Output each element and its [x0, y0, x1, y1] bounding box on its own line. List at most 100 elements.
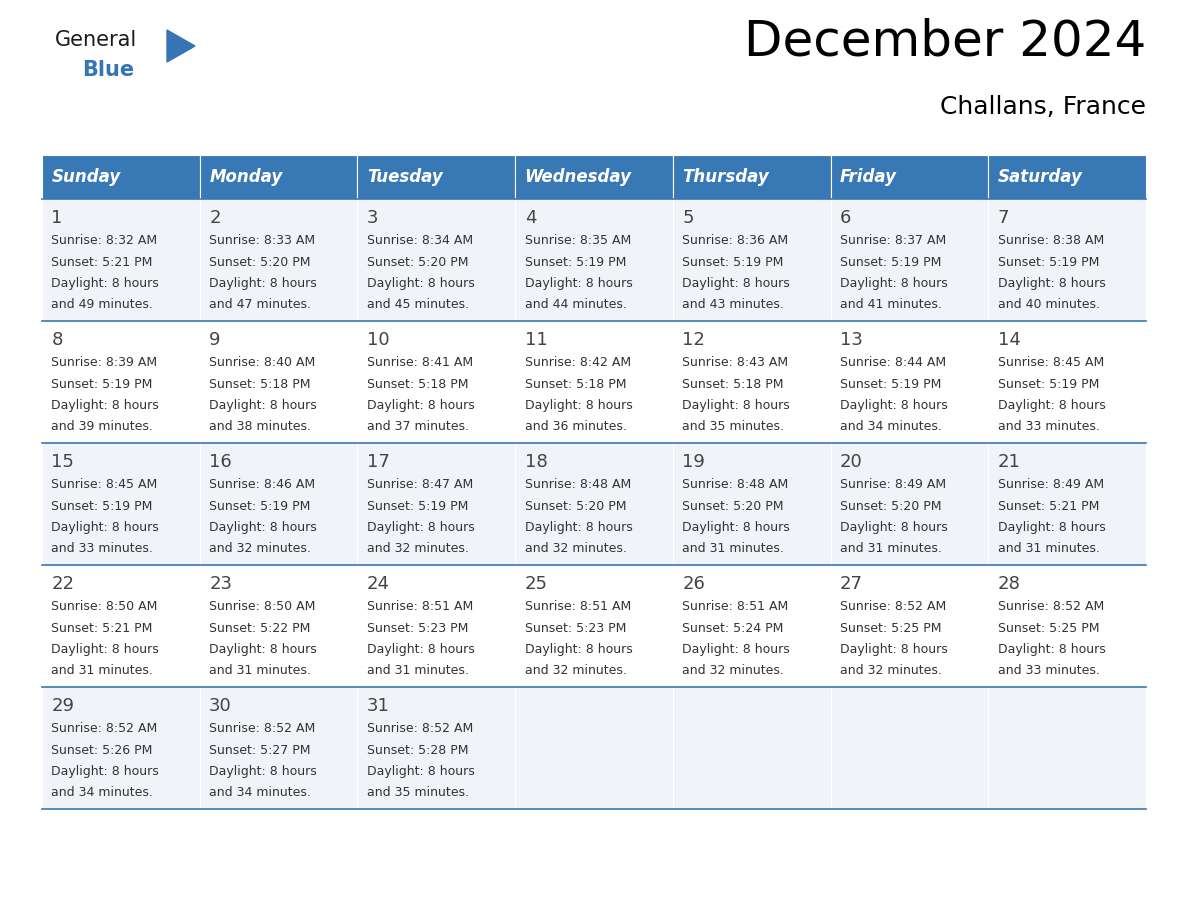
Text: Daylight: 8 hours: Daylight: 8 hours: [998, 399, 1106, 412]
Text: 1: 1: [51, 209, 63, 227]
Text: Daylight: 8 hours: Daylight: 8 hours: [525, 521, 632, 534]
Text: Sunrise: 8:36 AM: Sunrise: 8:36 AM: [682, 234, 789, 248]
Text: Sunset: 5:22 PM: Sunset: 5:22 PM: [209, 622, 310, 635]
Bar: [672, 155, 830, 199]
Text: and 33 minutes.: and 33 minutes.: [998, 665, 1100, 677]
Text: Sunrise: 8:52 AM: Sunrise: 8:52 AM: [367, 722, 473, 735]
Text: 30: 30: [209, 697, 232, 715]
Text: Sunrise: 8:45 AM: Sunrise: 8:45 AM: [51, 478, 158, 491]
Bar: [358, 155, 516, 199]
Text: Sunrise: 8:46 AM: Sunrise: 8:46 AM: [209, 478, 315, 491]
Text: and 34 minutes.: and 34 minutes.: [51, 787, 153, 800]
Text: Daylight: 8 hours: Daylight: 8 hours: [682, 277, 790, 290]
Text: Sunrise: 8:39 AM: Sunrise: 8:39 AM: [51, 356, 158, 370]
Text: and 37 minutes.: and 37 minutes.: [367, 420, 469, 433]
Text: and 39 minutes.: and 39 minutes.: [51, 420, 153, 433]
Text: Sunset: 5:18 PM: Sunset: 5:18 PM: [682, 378, 784, 391]
Text: Sunset: 5:18 PM: Sunset: 5:18 PM: [367, 378, 468, 391]
Text: 23: 23: [209, 575, 232, 593]
Text: Sunrise: 8:52 AM: Sunrise: 8:52 AM: [998, 600, 1104, 613]
Text: and 44 minutes.: and 44 minutes.: [525, 298, 626, 311]
Bar: [42, 565, 1146, 687]
Text: Sunrise: 8:33 AM: Sunrise: 8:33 AM: [209, 234, 315, 248]
Text: Sunset: 5:20 PM: Sunset: 5:20 PM: [840, 500, 942, 513]
Text: 18: 18: [525, 453, 548, 471]
Text: and 31 minutes.: and 31 minutes.: [840, 543, 942, 555]
Text: Daylight: 8 hours: Daylight: 8 hours: [840, 521, 948, 534]
Text: Sunset: 5:19 PM: Sunset: 5:19 PM: [525, 256, 626, 269]
Text: Daylight: 8 hours: Daylight: 8 hours: [367, 399, 475, 412]
Text: Sunset: 5:19 PM: Sunset: 5:19 PM: [998, 378, 1099, 391]
Text: Sunrise: 8:50 AM: Sunrise: 8:50 AM: [51, 600, 158, 613]
Text: Sunrise: 8:45 AM: Sunrise: 8:45 AM: [998, 356, 1104, 370]
Text: Daylight: 8 hours: Daylight: 8 hours: [840, 644, 948, 656]
Text: 7: 7: [998, 209, 1010, 227]
Text: and 49 minutes.: and 49 minutes.: [51, 298, 153, 311]
Polygon shape: [168, 30, 195, 62]
Text: 15: 15: [51, 453, 75, 471]
Text: 24: 24: [367, 575, 390, 593]
Text: Sunrise: 8:51 AM: Sunrise: 8:51 AM: [367, 600, 473, 613]
Text: 8: 8: [51, 331, 63, 349]
Text: Sunrise: 8:34 AM: Sunrise: 8:34 AM: [367, 234, 473, 248]
Text: 21: 21: [998, 453, 1020, 471]
Text: Sunset: 5:21 PM: Sunset: 5:21 PM: [998, 500, 1099, 513]
Text: Monday: Monday: [209, 168, 283, 186]
Text: Tuesday: Tuesday: [367, 168, 443, 186]
Text: Sunset: 5:25 PM: Sunset: 5:25 PM: [840, 622, 942, 635]
Text: and 34 minutes.: and 34 minutes.: [840, 420, 942, 433]
Text: Sunset: 5:27 PM: Sunset: 5:27 PM: [209, 744, 311, 757]
Text: and 32 minutes.: and 32 minutes.: [525, 665, 626, 677]
Text: and 35 minutes.: and 35 minutes.: [682, 420, 784, 433]
Bar: [42, 321, 1146, 443]
Bar: [988, 155, 1146, 199]
Text: Daylight: 8 hours: Daylight: 8 hours: [367, 521, 475, 534]
Text: Sunset: 5:19 PM: Sunset: 5:19 PM: [840, 378, 941, 391]
Text: Sunrise: 8:38 AM: Sunrise: 8:38 AM: [998, 234, 1104, 248]
Bar: [42, 443, 1146, 565]
Text: Daylight: 8 hours: Daylight: 8 hours: [51, 399, 159, 412]
Text: Blue: Blue: [82, 60, 134, 80]
Text: Sunrise: 8:52 AM: Sunrise: 8:52 AM: [840, 600, 947, 613]
Text: Saturday: Saturday: [998, 168, 1082, 186]
Text: Sunrise: 8:49 AM: Sunrise: 8:49 AM: [998, 478, 1104, 491]
Text: and 33 minutes.: and 33 minutes.: [998, 420, 1100, 433]
Bar: [200, 155, 358, 199]
Text: Sunset: 5:21 PM: Sunset: 5:21 PM: [51, 622, 153, 635]
Text: and 34 minutes.: and 34 minutes.: [209, 787, 311, 800]
Text: Wednesday: Wednesday: [525, 168, 632, 186]
Text: 31: 31: [367, 697, 390, 715]
Text: Daylight: 8 hours: Daylight: 8 hours: [525, 399, 632, 412]
Text: 3: 3: [367, 209, 379, 227]
Bar: [42, 199, 1146, 321]
Text: Sunset: 5:20 PM: Sunset: 5:20 PM: [525, 500, 626, 513]
Text: Daylight: 8 hours: Daylight: 8 hours: [51, 766, 159, 778]
Text: 9: 9: [209, 331, 221, 349]
Text: 12: 12: [682, 331, 706, 349]
Text: Daylight: 8 hours: Daylight: 8 hours: [840, 277, 948, 290]
Text: Sunset: 5:20 PM: Sunset: 5:20 PM: [682, 500, 784, 513]
Text: Daylight: 8 hours: Daylight: 8 hours: [998, 521, 1106, 534]
Text: Sunrise: 8:37 AM: Sunrise: 8:37 AM: [840, 234, 947, 248]
Text: Sunrise: 8:48 AM: Sunrise: 8:48 AM: [525, 478, 631, 491]
Text: and 31 minutes.: and 31 minutes.: [998, 543, 1100, 555]
Text: Sunset: 5:19 PM: Sunset: 5:19 PM: [840, 256, 941, 269]
Text: Daylight: 8 hours: Daylight: 8 hours: [998, 277, 1106, 290]
Text: Daylight: 8 hours: Daylight: 8 hours: [682, 399, 790, 412]
Text: Daylight: 8 hours: Daylight: 8 hours: [209, 766, 317, 778]
Text: Daylight: 8 hours: Daylight: 8 hours: [209, 521, 317, 534]
Text: and 40 minutes.: and 40 minutes.: [998, 298, 1100, 311]
Text: Sunrise: 8:40 AM: Sunrise: 8:40 AM: [209, 356, 316, 370]
Text: Friday: Friday: [840, 168, 897, 186]
Text: Daylight: 8 hours: Daylight: 8 hours: [525, 277, 632, 290]
Text: Sunrise: 8:50 AM: Sunrise: 8:50 AM: [209, 600, 316, 613]
Text: Sunrise: 8:49 AM: Sunrise: 8:49 AM: [840, 478, 946, 491]
Text: and 32 minutes.: and 32 minutes.: [367, 543, 469, 555]
Text: Daylight: 8 hours: Daylight: 8 hours: [367, 644, 475, 656]
Text: Sunset: 5:23 PM: Sunset: 5:23 PM: [367, 622, 468, 635]
Text: and 33 minutes.: and 33 minutes.: [51, 543, 153, 555]
Text: and 31 minutes.: and 31 minutes.: [367, 665, 469, 677]
Text: Thursday: Thursday: [682, 168, 769, 186]
Text: Sunset: 5:19 PM: Sunset: 5:19 PM: [51, 378, 153, 391]
Text: Daylight: 8 hours: Daylight: 8 hours: [998, 644, 1106, 656]
